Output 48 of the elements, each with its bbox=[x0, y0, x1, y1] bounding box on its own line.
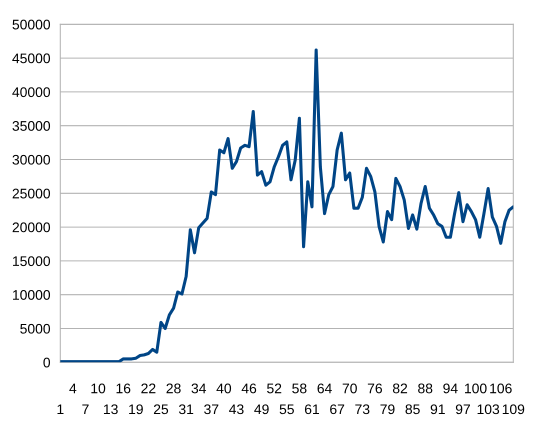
x-tick-label: 109 bbox=[502, 404, 524, 414]
x-tick-label: 94 bbox=[443, 384, 458, 394]
x-tick-label: 7 bbox=[82, 404, 89, 414]
x-tick-label: 85 bbox=[406, 404, 420, 414]
x-tick-label: 55 bbox=[280, 404, 294, 414]
y-tick-label: 30000 bbox=[12, 154, 50, 165]
x-tick-label: 88 bbox=[418, 384, 432, 394]
x-tick-label: 106 bbox=[490, 384, 512, 394]
y-tick-label: 5000 bbox=[20, 324, 50, 334]
x-tick-label: 76 bbox=[368, 384, 382, 394]
x-tick-label: 40 bbox=[216, 384, 232, 394]
x-tick-label: 91 bbox=[430, 404, 445, 414]
x-tick-label: 34 bbox=[192, 384, 206, 394]
y-tick-label: 35000 bbox=[12, 121, 50, 131]
y-tick-label: 40000 bbox=[12, 87, 50, 98]
x-tick-label: 70 bbox=[342, 384, 357, 394]
x-tick-label: 31 bbox=[178, 404, 194, 414]
x-tick-label: 67 bbox=[330, 404, 344, 414]
x-tick-label: 13 bbox=[104, 404, 118, 414]
x-tick-label: 22 bbox=[141, 384, 156, 394]
y-tick-label: 15000 bbox=[13, 256, 50, 266]
x-tick-label: 49 bbox=[254, 404, 269, 414]
y-tick-label: 45000 bbox=[12, 53, 50, 64]
y-tick-label: 50000 bbox=[12, 20, 50, 30]
x-tick-label: 61 bbox=[304, 404, 320, 414]
x-tick-label: 58 bbox=[292, 384, 307, 394]
x-tick-label: 1 bbox=[57, 404, 64, 414]
x-tick-label: 103 bbox=[478, 404, 500, 414]
y-tick-label: 20000 bbox=[12, 222, 50, 232]
x-tick-label: 16 bbox=[116, 384, 130, 394]
x-tick-label: 79 bbox=[380, 404, 395, 414]
x-tick-label: 4 bbox=[69, 384, 76, 394]
x-tick-label: 97 bbox=[456, 404, 470, 414]
x-tick-label: 100 bbox=[465, 384, 487, 394]
x-tick-label: 43 bbox=[229, 404, 244, 414]
x-tick-label: 82 bbox=[392, 384, 408, 394]
x-tick-label: 64 bbox=[318, 384, 332, 394]
x-tick-label: 52 bbox=[267, 384, 282, 394]
x-tick-label: 28 bbox=[166, 384, 181, 394]
x-tick-label: 73 bbox=[355, 404, 370, 414]
y-tick-label: 0 bbox=[43, 358, 50, 368]
x-tick-label: 25 bbox=[154, 404, 168, 414]
y-tick-label: 10000 bbox=[13, 290, 50, 300]
x-tick-label: 10 bbox=[91, 384, 106, 394]
x-tick-label: 19 bbox=[129, 404, 143, 414]
y-tick-label: 25000 bbox=[12, 188, 50, 198]
x-tick-label: 37 bbox=[204, 404, 218, 414]
x-tick-label: 46 bbox=[242, 384, 256, 394]
